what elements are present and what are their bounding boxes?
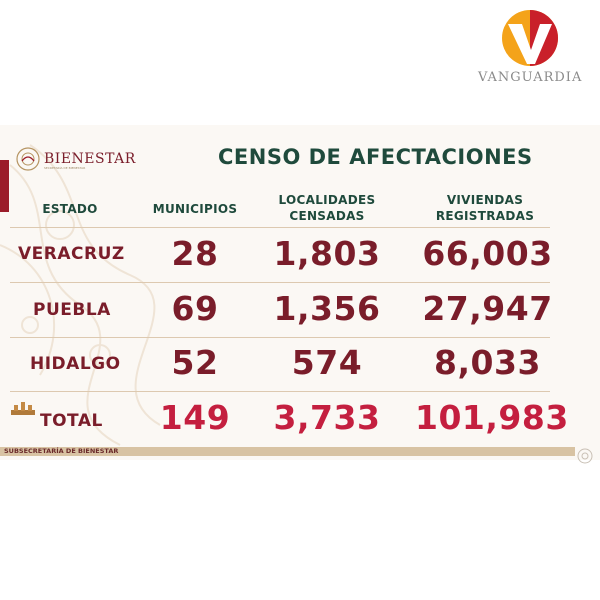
bienestar-logo: BIENESTAR SECRETARÍA DE BIENESTAR <box>16 147 136 171</box>
corner-seal-icon <box>577 448 593 464</box>
vanguardia-wordmark: VANGUARDIA <box>478 70 583 85</box>
bienestar-logo-subtitle: SECRETARÍA DE BIENESTAR <box>44 166 86 170</box>
seal-icon <box>16 147 40 171</box>
row-municipios: 28 <box>171 234 219 273</box>
row-localidades: 574 <box>291 343 363 382</box>
row-municipios: 52 <box>171 343 219 382</box>
row-state-label: PUEBLA <box>33 300 111 320</box>
total-localidades: 3,733 <box>273 398 381 437</box>
row-viviendas: 66,003 <box>422 234 553 273</box>
header-viviendas: VIVIENDAS REGISTRADAS <box>435 193 535 223</box>
floral-background-pattern <box>0 144 161 446</box>
landmark-icon <box>11 402 35 415</box>
census-slide: BIENESTAR SECRETARÍA DE BIENESTAR CENSO … <box>0 125 600 464</box>
row-viviendas: 8,033 <box>434 343 541 382</box>
row-divider <box>10 227 550 228</box>
footer-label: SUBSECRETARÍA DE BIENESTAR <box>4 447 119 455</box>
vanguardia-logo-icon <box>502 10 558 66</box>
footer-bar: SUBSECRETARÍA DE BIENESTAR <box>0 447 575 456</box>
row-localidades: 1,803 <box>273 234 381 273</box>
header-estado: ESTADO <box>42 202 98 216</box>
header-municipios: MUNICIPIOS <box>152 202 238 216</box>
total-viviendas: 101,983 <box>415 398 569 437</box>
row-municipios: 69 <box>171 289 219 328</box>
row-localidades: 1,356 <box>273 289 381 328</box>
total-label: TOTAL <box>40 411 103 431</box>
header-localidades: LOCALIDADES CENSADAS <box>278 193 376 223</box>
bienestar-logo-name: BIENESTAR <box>44 151 136 167</box>
row-viviendas: 27,947 <box>422 289 553 328</box>
slide-title: CENSO DE AFECTACIONES <box>218 145 533 169</box>
row-state-label: VERACRUZ <box>18 244 125 264</box>
row-divider <box>10 391 550 392</box>
row-divider <box>10 282 550 283</box>
total-municipios: 149 <box>159 398 231 437</box>
red-accent-tab <box>0 160 9 212</box>
row-state-label: HIDALGO <box>30 354 121 374</box>
row-divider <box>10 337 550 338</box>
